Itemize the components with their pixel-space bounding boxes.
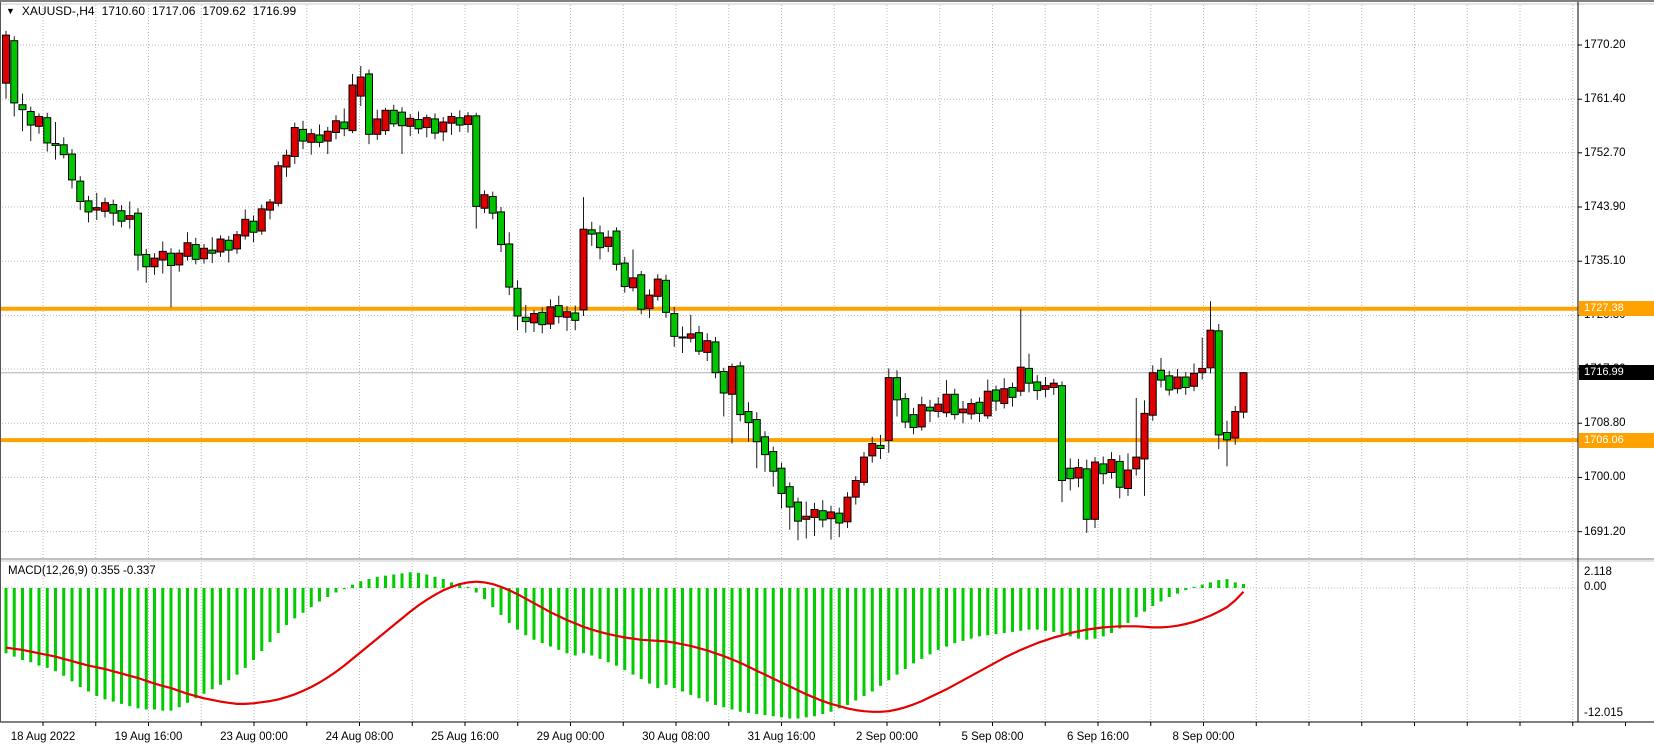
macd-pane[interactable]	[0, 563, 1578, 721]
price-pane[interactable]	[0, 6, 1578, 558]
price-axis[interactable]	[1578, 6, 1654, 722]
time-axis[interactable]	[0, 722, 1654, 754]
chevron-down-icon[interactable]: ▼	[6, 6, 15, 16]
